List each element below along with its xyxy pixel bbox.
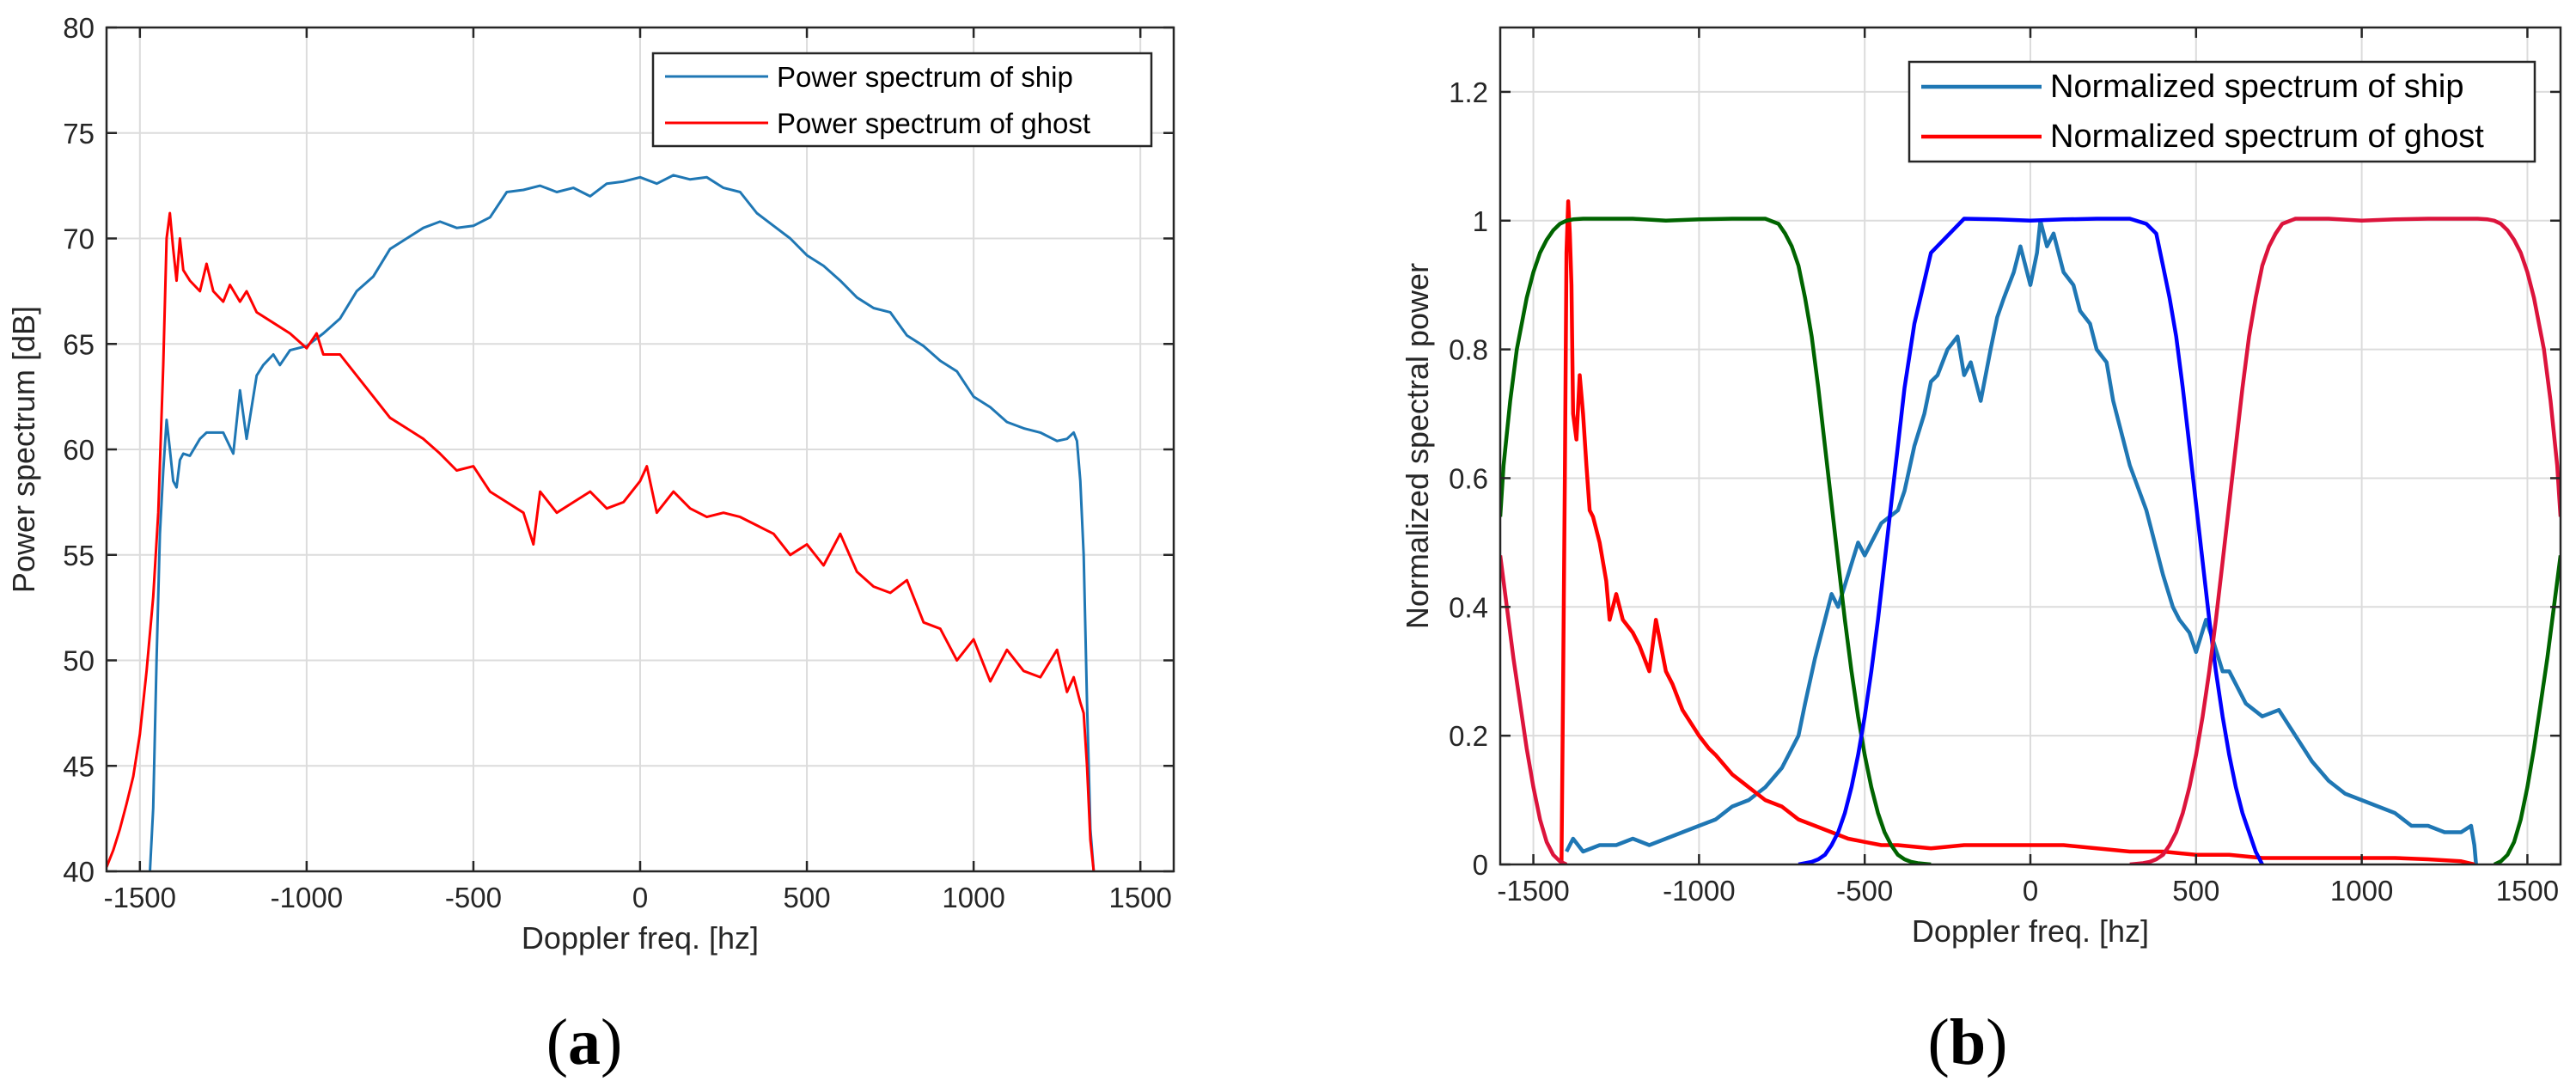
y-tick-label: 0 [1473,849,1488,881]
y-tick-label: 80 [63,12,95,44]
x-tick-label: -1500 [104,882,176,913]
series-line-filter-crimson-left [1500,555,1568,864]
series-line-filter-green [1500,217,1932,864]
legend-label: Normalized spectrum of ship [2050,69,2464,105]
series-line-filter-blue [1798,217,2264,864]
x-tick-label: 1000 [2330,875,2393,907]
x-tick-label: -1500 [1497,875,1569,907]
caption-close: ) [1986,1006,2007,1078]
y-tick-label: 70 [63,223,95,255]
y-tick-label: 45 [63,750,95,782]
y-axis-label: Normalized spectral power [1400,263,1435,629]
x-tick-label: 500 [2172,875,2219,907]
y-tick-label: 1.2 [1449,76,1488,108]
x-tick-label: 0 [2023,875,2038,907]
legend-box [1908,60,2536,163]
y-tick-label: 1 [1473,205,1488,237]
legend: Power spectrum of ship Power spectrum of … [651,52,1153,148]
caption-letter: b [1950,1006,1986,1078]
legend-label: Normalized spectrum of ghost [2050,119,2484,155]
x-tick-label: 1500 [2496,875,2559,907]
x-axis-label: Doppler freq. [hz] [1912,913,2149,949]
x-tick-label: -500 [445,882,502,913]
caption-letter: a [568,1006,601,1078]
y-tick-label: 55 [63,540,95,571]
legend-label: Power spectrum of ghost [777,107,1090,139]
x-tick-label: -500 [1836,875,1893,907]
legend-box [651,52,1153,148]
caption-open: ( [546,1006,568,1078]
panel-caption: (b) [1928,1006,2008,1078]
series-line-normalized-spectrum-of-ship [1565,218,2478,864]
series-line-filter-green-right [2493,555,2561,864]
y-axis-label: Power spectrum [dB] [6,306,41,593]
series-line-power-spectrum-of-ship [149,174,1096,871]
panel-caption: (a) [546,1006,623,1078]
y-tick-label: 0.2 [1449,720,1488,752]
y-tick-label: 60 [63,434,95,466]
x-tick-label: -1000 [1663,875,1735,907]
y-tick-label: 0.4 [1449,591,1488,623]
series-line-normalized-spectrum-of-ghost [1560,199,2475,864]
caption-open: ( [1928,1006,1950,1078]
legend-label: Power spectrum of ship [777,61,1073,93]
chart-b: -1500 -1000 -500 0 500 1000 1500 0 0.2 0.4 0.6 0.8 1… [1400,26,2562,1078]
x-tick-label: 1000 [942,882,1004,913]
y-tick-label: 50 [63,645,95,677]
y-tick-label: 40 [63,856,95,888]
caption-close: ) [601,1006,622,1078]
y-tick-label: 75 [63,118,95,150]
x-tick-label: -1000 [271,882,343,913]
legend: Normalized spectrum of ship Normalized sp… [1908,60,2536,163]
series-line-power-spectrum-of-ghost [107,211,1096,871]
x-tick-label: 1500 [1108,882,1171,913]
y-tick-label: 0.6 [1449,462,1488,494]
y-tick-label: 0.8 [1449,334,1488,366]
series-line-filter-crimson [2129,217,2561,864]
x-tick-label: 0 [632,882,648,913]
y-tick-label: 65 [63,328,95,360]
x-axis-label: Doppler freq. [hz] [522,920,759,956]
chart-a: -1500 -1000 -500 0 500 1000 1500 40 45 50 55 60 65 70… [6,12,1175,1078]
x-tick-label: 500 [784,882,831,913]
